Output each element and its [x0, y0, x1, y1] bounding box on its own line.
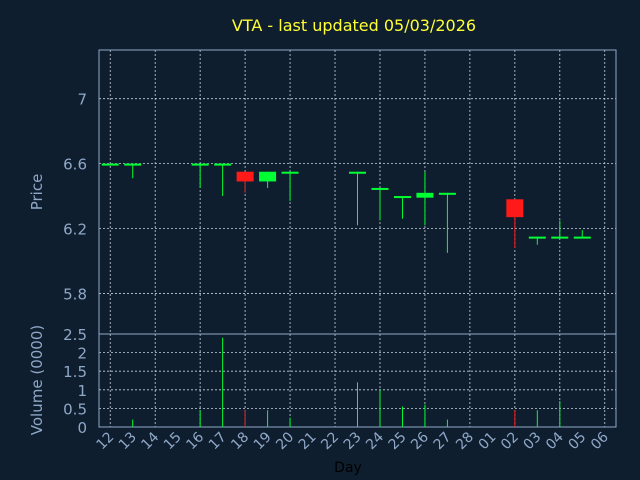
candle-body	[349, 171, 366, 174]
volume-bars	[132, 337, 561, 427]
candle-body	[551, 236, 569, 239]
price-y-ticks: 5.8 6.2 6.6 7	[63, 91, 87, 304]
candle-body	[393, 196, 411, 199]
volume-y-ticks: 00.511.522.5	[63, 326, 87, 437]
price-y-tick-label: 7	[77, 91, 87, 109]
x-tick-label: 15	[161, 429, 185, 453]
x-tick-label: 03	[521, 429, 545, 453]
x-tick-label: 22	[318, 429, 342, 453]
candles	[101, 163, 591, 253]
x-tick-label: 19	[251, 429, 275, 453]
volume-axis-label: Volume (0000)	[28, 325, 46, 435]
x-tick-label: 25	[386, 429, 410, 453]
x-tick-label: 02	[498, 429, 522, 453]
chart-title: VTA - last updated 05/03/2026	[232, 16, 476, 35]
x-tick-label: 16	[183, 429, 207, 453]
price-y-tick-label: 5.8	[63, 285, 87, 303]
x-tick-label: 12	[93, 429, 117, 453]
x-tick-label: 21	[296, 429, 320, 453]
x-tick-label: 18	[228, 429, 252, 453]
volume-y-tick-label: 0.5	[63, 400, 87, 418]
candle-body	[259, 171, 277, 182]
x-tick-label: 27	[431, 429, 455, 453]
candle-body	[416, 192, 434, 198]
volume-y-tick-label: 2	[77, 345, 87, 363]
x-tick-label: 06	[588, 429, 612, 453]
volume-y-tick-label: 1.5	[63, 363, 87, 381]
candle-body	[281, 171, 299, 174]
candle-body	[214, 163, 232, 166]
price-axis-label: Price	[28, 174, 46, 211]
x-tick-label: 13	[116, 429, 140, 453]
x-tick-label: 20	[273, 429, 297, 453]
x-tick-label: 14	[138, 429, 162, 453]
candle-body	[371, 187, 389, 190]
x-tick-label: 04	[543, 429, 567, 453]
candle-body	[101, 163, 119, 166]
candle-body	[236, 171, 254, 182]
candle-body	[506, 199, 524, 218]
volume-y-tick-label: 2.5	[63, 326, 87, 344]
x-ticks: 1213141516171819202122232425262728010203…	[93, 429, 611, 453]
x-tick-label: 26	[408, 429, 432, 453]
price-y-tick-label: 6.6	[63, 156, 87, 174]
x-axis-label: Day	[334, 460, 362, 476]
x-tick-label: 28	[453, 429, 477, 453]
candle-body	[528, 236, 546, 239]
candle-body	[191, 163, 209, 166]
candle-body	[573, 236, 591, 239]
candle-body	[438, 192, 456, 195]
x-tick-label: 17	[206, 429, 230, 453]
volume-y-tick-label: 1	[77, 382, 87, 400]
price-y-tick-label: 6.2	[63, 221, 87, 239]
volume-y-tick-label: 0	[77, 419, 87, 437]
x-tick-label: 01	[476, 429, 500, 453]
x-tick-label: 23	[341, 429, 365, 453]
x-tick-label: 05	[565, 429, 589, 453]
candle-body	[124, 163, 142, 166]
x-tick-label: 24	[363, 429, 387, 453]
